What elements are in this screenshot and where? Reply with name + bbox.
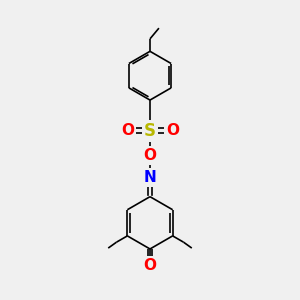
Text: N: N [144,170,156,185]
Text: O: O [143,148,157,163]
Text: O: O [143,258,157,273]
Text: O: O [166,123,179,138]
Text: O: O [121,123,134,138]
Text: S: S [144,122,156,140]
